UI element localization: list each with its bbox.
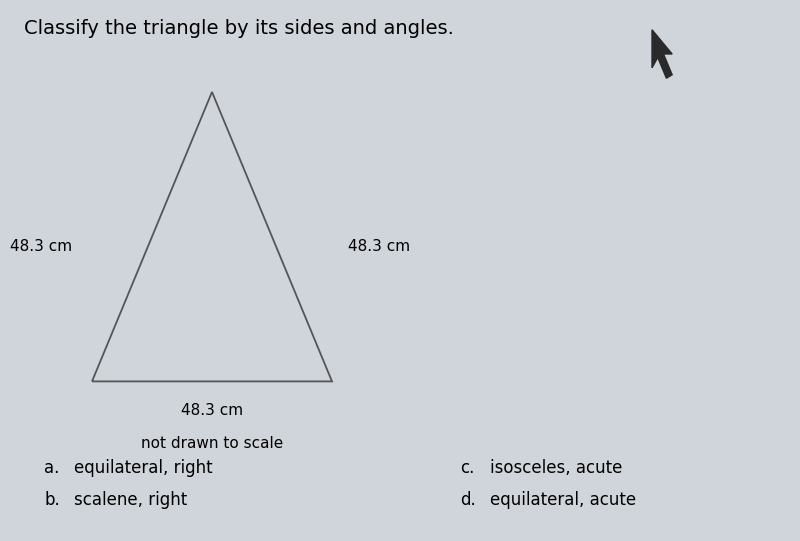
Text: a.: a. [44,459,59,477]
Text: equilateral, right: equilateral, right [74,459,213,477]
Text: isosceles, acute: isosceles, acute [490,459,622,477]
Polygon shape [652,30,672,78]
Text: scalene, right: scalene, right [74,491,188,510]
Text: c.: c. [460,459,474,477]
Text: not drawn to scale: not drawn to scale [141,436,283,451]
Text: d.: d. [460,491,476,510]
Text: 48.3 cm: 48.3 cm [348,239,410,254]
Text: 48.3 cm: 48.3 cm [181,403,243,418]
Text: equilateral, acute: equilateral, acute [490,491,637,510]
Text: b.: b. [44,491,60,510]
Text: Classify the triangle by its sides and angles.: Classify the triangle by its sides and a… [24,19,454,38]
Text: 48.3 cm: 48.3 cm [10,239,72,254]
